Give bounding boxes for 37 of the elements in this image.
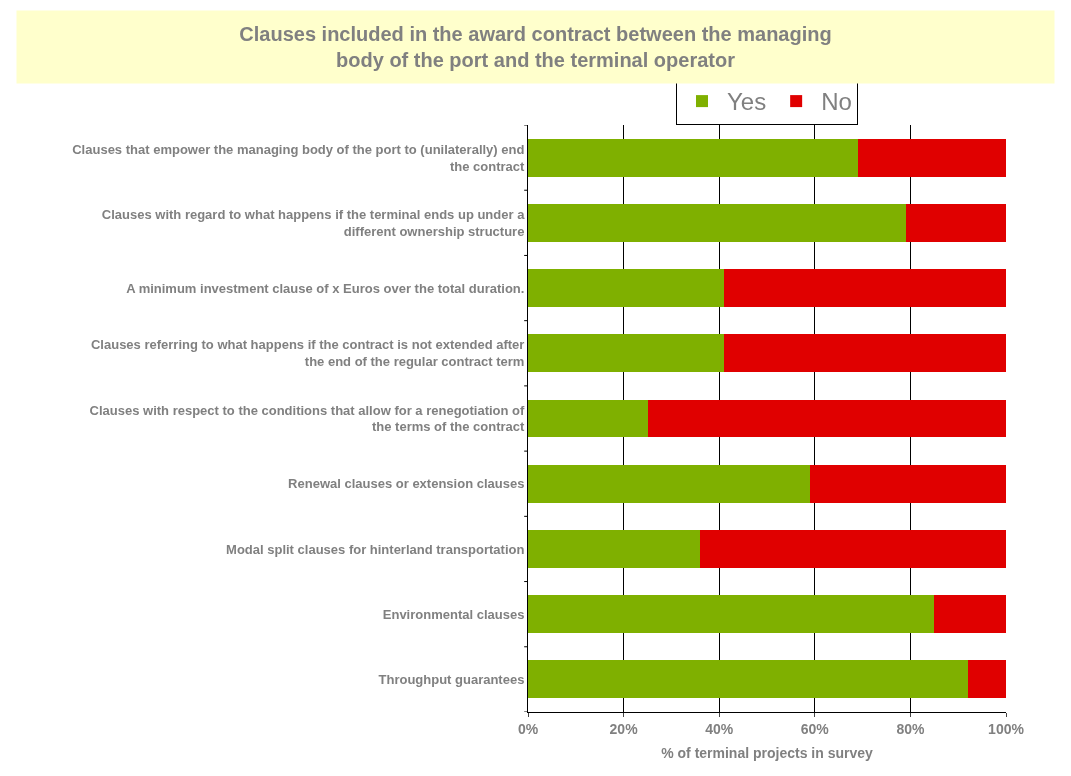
- x-axis-title: % of terminal projects in survey: [661, 745, 874, 762]
- bar: [723, 334, 1006, 373]
- x-tick-label: 20%: [609, 720, 639, 737]
- bar: [905, 203, 1006, 242]
- y-tick-label: Clauses with regard to what happens if the terminal ends up under a different ownership structure: [101, 206, 526, 239]
- bar: [528, 595, 935, 634]
- y-tick-label: Throughput guarantees: [378, 671, 525, 687]
- bar: [857, 138, 1006, 177]
- x-tick-label: 100%: [988, 720, 1025, 737]
- bar: [700, 530, 1006, 568]
- legend-label: Yes: [727, 88, 767, 116]
- bar: [528, 138, 858, 177]
- x-tick-label: 40%: [705, 720, 734, 737]
- bar: [528, 660, 968, 699]
- bar: [528, 334, 724, 373]
- y-tick-label: Clauses with respect to the conditions that allow for a renegotiation of the terms of the contract: [89, 402, 526, 435]
- y-tick-label: Renewal clauses or extension clauses: [288, 476, 525, 492]
- x-tick-label: 60%: [800, 720, 830, 737]
- y-tick-label: A minimum investment clause of x Euros over the total duration.: [126, 280, 525, 296]
- bar: [528, 399, 648, 438]
- bar: [528, 464, 811, 503]
- x-tick-label: 0%: [517, 720, 539, 737]
- x-tick-label: 80%: [896, 720, 925, 737]
- bar: [934, 595, 1006, 634]
- bar: [723, 269, 1006, 307]
- bar: [967, 660, 1006, 699]
- chart-title: Clauses included in the award contract between the managing body of the port and the terminal operator: [239, 23, 832, 71]
- bar: [528, 269, 724, 307]
- bar: [528, 530, 701, 568]
- y-tick-label: Clauses that empower the managing body of the port to (unilaterally) end the contract: [72, 141, 526, 174]
- bar: [810, 464, 1006, 503]
- y-tick-label: Clauses referring to what happens if the contract is not extended after the end of the regular contract term: [90, 337, 525, 370]
- y-tick-label: Modal split clauses for hinterland transportation: [226, 541, 525, 557]
- bar: [647, 399, 1006, 438]
- y-tick-label: Environmental clauses: [382, 606, 525, 622]
- bar: [528, 203, 906, 242]
- legend-label: No: [821, 88, 852, 116]
